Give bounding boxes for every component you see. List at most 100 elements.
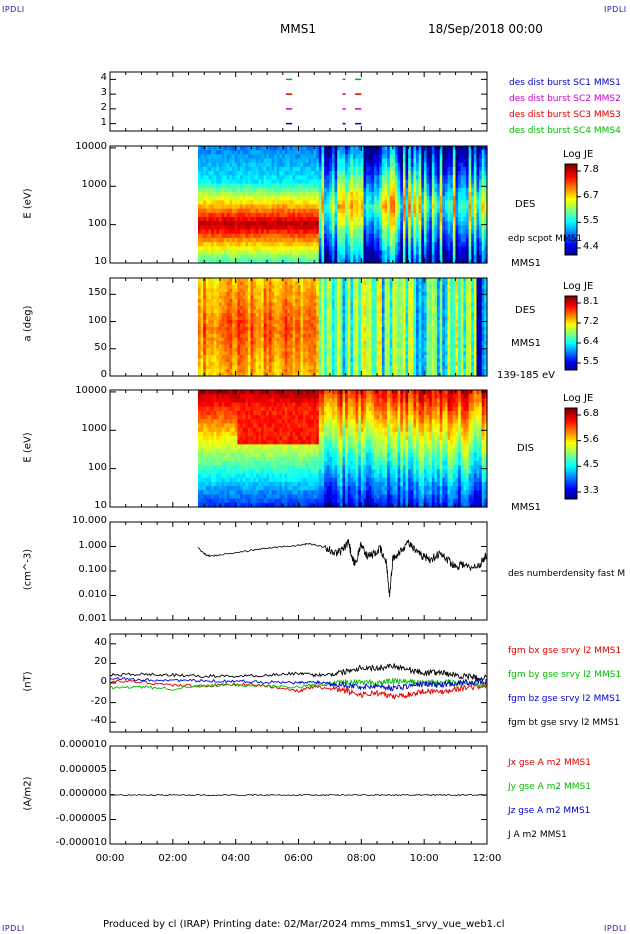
dis_energy-colorbar-cell <box>565 414 577 418</box>
des_pitch-colorbar-cell <box>565 318 577 321</box>
des_energy-colorbar-cell <box>565 250 577 254</box>
des_pitch-colorbar-cell <box>565 327 577 330</box>
des_pitch-colorbar-cell <box>565 301 577 304</box>
dis_energy-colorbar-cell <box>565 483 577 486</box>
des_pitch-colorbar-cell <box>565 314 577 317</box>
dis_energy-colorbar-cell <box>565 476 577 480</box>
dis_energy-colorbar-cell <box>565 471 577 475</box>
density-panel-ytick-label: 1.000 <box>78 539 107 551</box>
des_energy-colorbar-tick-label: 6.7 <box>583 189 599 201</box>
current-panel-ytick-label: 0.000010 <box>59 739 107 750</box>
des_energy-colorbar-cell <box>565 198 577 201</box>
dis_energy-colorbar-cell <box>565 423 577 427</box>
des_pitch-colorbar-tick-label: 7.2 <box>583 316 599 327</box>
des_energy-colorbar-cell <box>565 248 577 251</box>
burst-panel-frame <box>109 71 488 132</box>
dis_energy-colorbar-cell <box>565 478 577 482</box>
dis_energy-colorbar-cell <box>565 455 577 459</box>
dis_energy-colorbar-cell <box>565 417 577 420</box>
des-pitch-panel-ytick-label: 150 <box>87 287 107 299</box>
des_energy-colorbar-cell <box>565 186 577 190</box>
current-legend-2: Jz gse A m2 MMS1 <box>508 806 591 816</box>
dis_energy-colorbar-cell <box>565 412 577 416</box>
des_pitch-colorbar-cell <box>565 353 577 356</box>
des-energy-panel-ytick-label: 100 <box>87 217 107 229</box>
date-title: 18/Sep/2018 00:00 <box>428 22 543 36</box>
dis_energy-colorbar-cell <box>565 489 577 493</box>
burst-panel-ytick-label: 2 <box>100 101 107 113</box>
dis_energy-colorbar-cell <box>565 473 577 477</box>
des-pitch-energy: 139-185 eV <box>497 370 555 381</box>
dis_energy-colorbar-cell <box>565 444 577 448</box>
dis_energy-colorbar-title: Log JE <box>563 393 594 404</box>
dis_energy-heatmap <box>197 390 488 508</box>
des_energy-colorbar-cell <box>565 195 577 199</box>
current-legend-0: Jx gse A m2 MMS1 <box>508 758 591 768</box>
des_pitch-colorbar-cell <box>565 368 577 371</box>
des_energy-heatmap <box>197 146 488 264</box>
dis_energy-colorbar-cell <box>565 480 577 484</box>
des-energy-extra: edp scpot MMS1 <box>508 234 583 244</box>
dis_energy-colorbar-cell <box>565 485 577 489</box>
des_pitch-colorbar-cell <box>565 312 577 315</box>
footer-text: Produced by cl (IRAP) Printing date: 02/… <box>103 919 505 930</box>
des_energy-colorbar-cell <box>565 223 577 226</box>
des_energy-colorbar-cell <box>565 225 577 229</box>
des-energy-instrument: DES <box>515 199 536 210</box>
dis_energy-colorbar-cell <box>565 492 577 495</box>
des_pitch-colorbar-cell <box>565 307 577 310</box>
des_pitch-colorbar-cell <box>565 303 577 306</box>
burst-legend-sc4: des dist burst SC4 MMS4 <box>509 126 621 136</box>
dis_energy-colorbar-cell <box>565 428 577 432</box>
des_pitch-colorbar-cell <box>565 338 577 341</box>
fgm-legend-by: fgm by gse srvy l2 MMS1 <box>508 670 622 680</box>
dis_energy-colorbar-cell <box>565 435 577 439</box>
des_pitch-colorbar-cell <box>565 355 577 358</box>
des_energy-colorbar-cell <box>565 252 577 256</box>
dis_energy-colorbar-cell <box>565 460 577 464</box>
xaxis-tick-label: 04:00 <box>221 853 251 864</box>
des_pitch-colorbar-cell <box>565 316 577 319</box>
xaxis-tick-label: 12:00 <box>472 853 502 864</box>
des_energy-colorbar-cell <box>565 193 577 197</box>
fgm-line-bt <box>109 663 487 682</box>
des-pitch-sc: MMS1 <box>511 338 541 349</box>
des_energy-colorbar-cell <box>565 164 577 167</box>
current-legend-3: J A m2 MMS1 <box>508 830 567 840</box>
dis_energy-colorbar-cell <box>565 446 577 450</box>
des_pitch-colorbar-cell <box>565 360 577 364</box>
des_energy-colorbar-cell <box>565 245 577 249</box>
dis_energy-colorbar-cell <box>565 408 577 411</box>
dis_energy-colorbar-cell <box>565 442 577 445</box>
des_pitch-colorbar-cell <box>565 344 577 347</box>
des_energy-colorbar-cell <box>565 214 577 217</box>
des_energy-colorbar-cell <box>565 191 577 195</box>
dis-energy-ylabel: E (eV) <box>22 432 34 463</box>
burst-panel-ytick-label: 3 <box>100 87 107 99</box>
des-pitch-ylabel: a (deg) <box>22 305 34 342</box>
dis_energy-colorbar-cell <box>565 437 577 441</box>
des_energy-colorbar-cell <box>565 209 577 213</box>
dis_energy-colorbar-cell <box>565 453 577 457</box>
dis_energy-colorbar-cell <box>565 410 577 414</box>
fgm-panel-ytick-label: 0 <box>100 676 107 687</box>
dis_energy-colorbar-cell <box>565 433 577 436</box>
dis_energy-colorbar-cell <box>565 467 577 470</box>
density-panel-ytick-label: 0.001 <box>78 613 107 624</box>
des-energy-panel-ytick-label: 10 <box>94 256 107 267</box>
fgm-legend-bx: fgm bx gse srvy l2 MMS1 <box>508 646 622 656</box>
des_pitch-colorbar-cell <box>565 336 577 340</box>
des_energy-colorbar-cell <box>565 202 577 206</box>
current-panel-ytick-label: -0.000005 <box>55 812 107 824</box>
des_energy-colorbar-cell <box>565 232 577 236</box>
des_pitch-colorbar-title: Log JE <box>563 281 594 292</box>
des_pitch-colorbar-cell <box>565 342 577 345</box>
des_energy-colorbar-cell <box>565 227 577 231</box>
des_energy-colorbar-cell <box>565 216 577 220</box>
des_energy-colorbar-tick-label: 7.8 <box>583 164 599 175</box>
density-ylabel: (cm^-3) <box>22 548 34 591</box>
des_pitch-colorbar-tick-label: 6.4 <box>583 336 599 347</box>
burst-legend-sc2: des dist burst SC2 MMS2 <box>509 94 621 104</box>
des_pitch-colorbar-cell <box>565 321 577 325</box>
des_energy-colorbar-cell <box>565 200 577 204</box>
